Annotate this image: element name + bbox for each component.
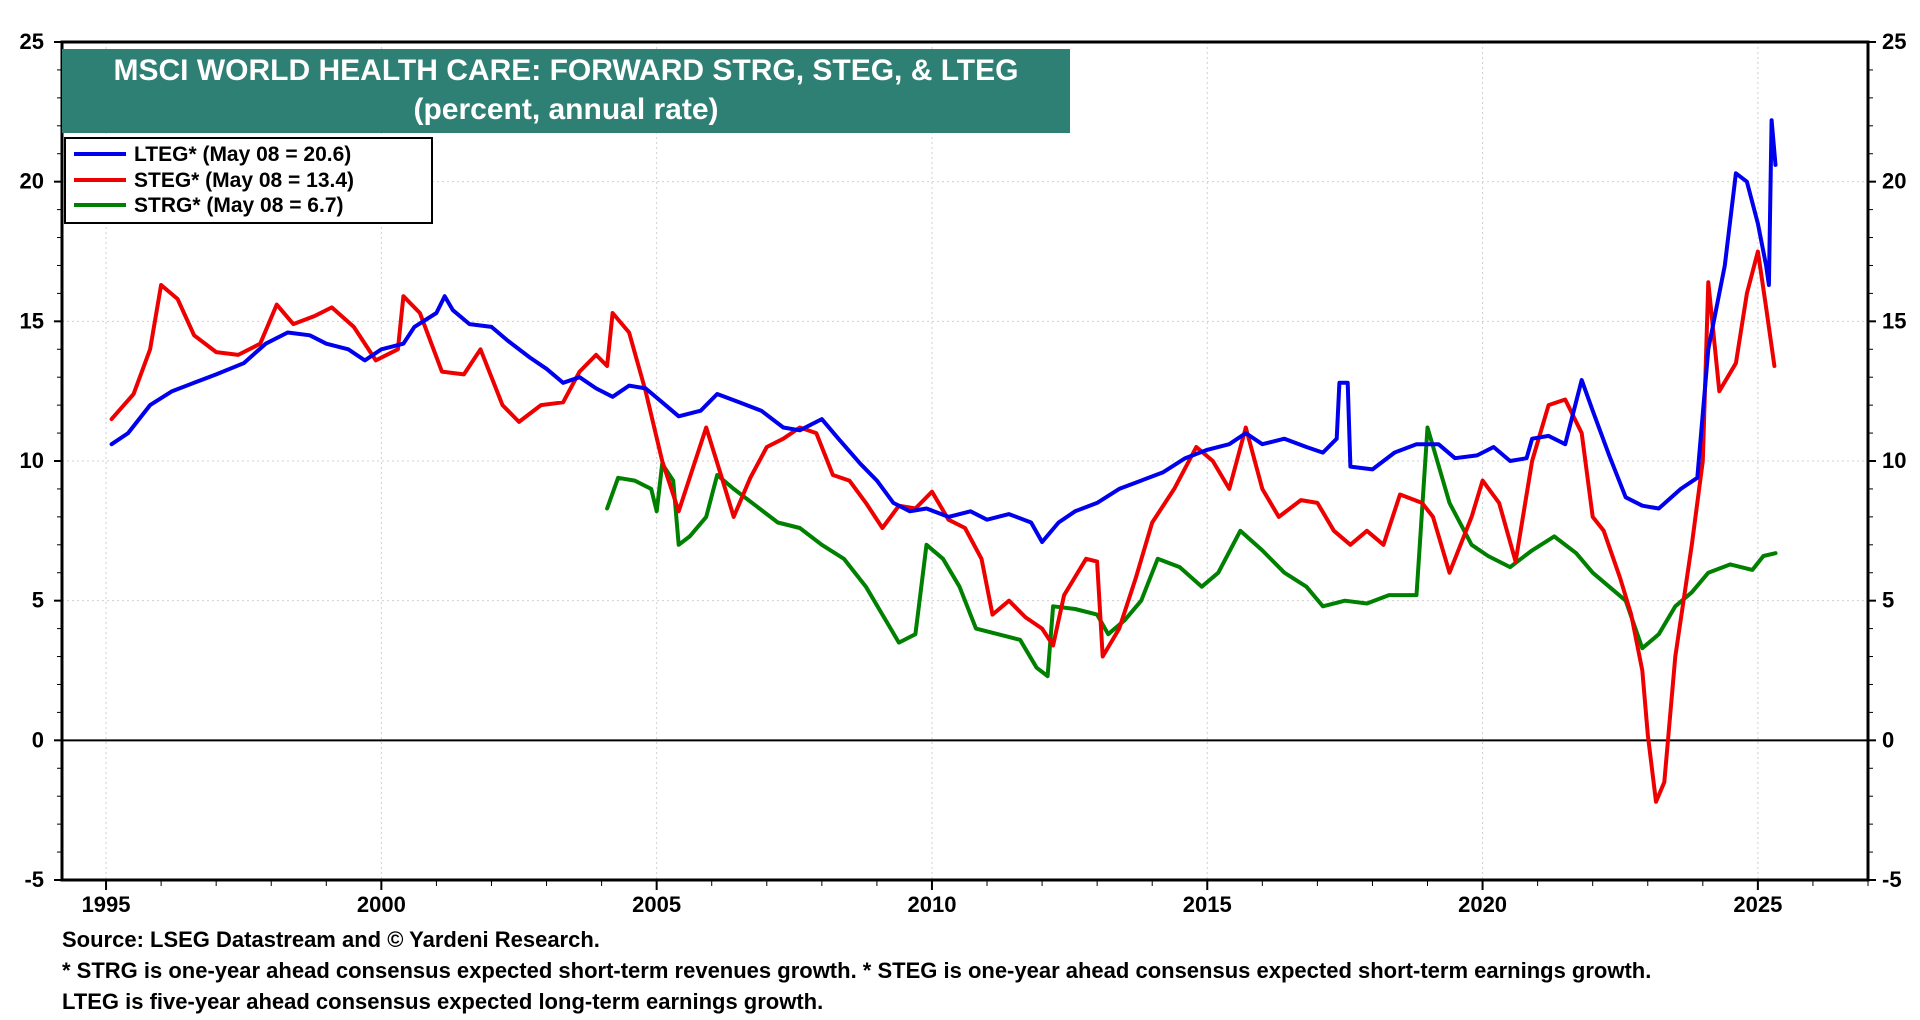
y-tick-label-right: 15 xyxy=(1882,308,1906,333)
x-axis: 1995 2000 2005 2010 2015 2020 2025 xyxy=(82,880,1869,917)
x-tick-label: 1995 xyxy=(82,892,131,917)
y-tick-label-right: 25 xyxy=(1882,29,1906,54)
lteg-line xyxy=(109,118,1778,544)
chart-title: MSCI WORLD HEALTH CARE: FORWARD STRG, ST… xyxy=(114,54,1019,87)
source-note: Source: LSEG Datastream and © Yardeni Re… xyxy=(62,927,600,952)
y-axis-left: -5 0 5 10 15 20 25 xyxy=(20,29,62,892)
x-tick-label: 2025 xyxy=(1733,892,1782,917)
y-tick-label-right: 5 xyxy=(1882,588,1894,613)
y-tick-label-left: 15 xyxy=(20,308,44,333)
y-tick-label-left: 5 xyxy=(32,588,44,613)
y-tick-label-left: 10 xyxy=(20,448,44,473)
y-tick-label-right: 0 xyxy=(1882,727,1894,752)
chart-subtitle: (percent, annual rate) xyxy=(413,93,718,126)
y-tick-label-left: -5 xyxy=(24,867,44,892)
footer-notes: Source: LSEG Datastream and © Yardeni Re… xyxy=(62,924,1651,1017)
legend-label-lteg: LTEG* (May 08 = 20.6) xyxy=(134,143,351,166)
legend-label-strg: STRG* (May 08 = 6.7) xyxy=(134,194,344,217)
steg-line xyxy=(109,249,1777,804)
x-tick-label: 2010 xyxy=(907,892,956,917)
legend-label-steg: STEG* (May 08 = 13.4) xyxy=(134,169,354,192)
y-tick-label-left: 25 xyxy=(20,29,44,54)
title-box: MSCI WORLD HEALTH CARE: FORWARD STRG, ST… xyxy=(62,49,1070,133)
y-tick-label-right: 10 xyxy=(1882,448,1906,473)
x-tick-label: 2020 xyxy=(1458,892,1507,917)
definition-note-2: LTEG is five-year ahead consensus expect… xyxy=(62,989,824,1014)
y-axis-right: -5 0 5 10 15 20 25 xyxy=(1868,29,1906,892)
x-tick-label: 2005 xyxy=(632,892,681,917)
y-tick-label-right: 20 xyxy=(1882,169,1906,194)
x-tick-label: 2015 xyxy=(1183,892,1232,917)
strg-line xyxy=(605,425,1778,679)
y-tick-label-left: 0 xyxy=(32,727,44,752)
definition-note-1: * STRG is one-year ahead consensus expec… xyxy=(62,958,1652,983)
y-tick-label-right: -5 xyxy=(1882,867,1902,892)
x-tick-label: 2000 xyxy=(357,892,406,917)
legend: LTEG* (May 08 = 20.6) STEG* (May 08 = 13… xyxy=(64,137,433,224)
y-tick-label-left: 20 xyxy=(20,169,44,194)
series-layer xyxy=(109,118,1778,804)
